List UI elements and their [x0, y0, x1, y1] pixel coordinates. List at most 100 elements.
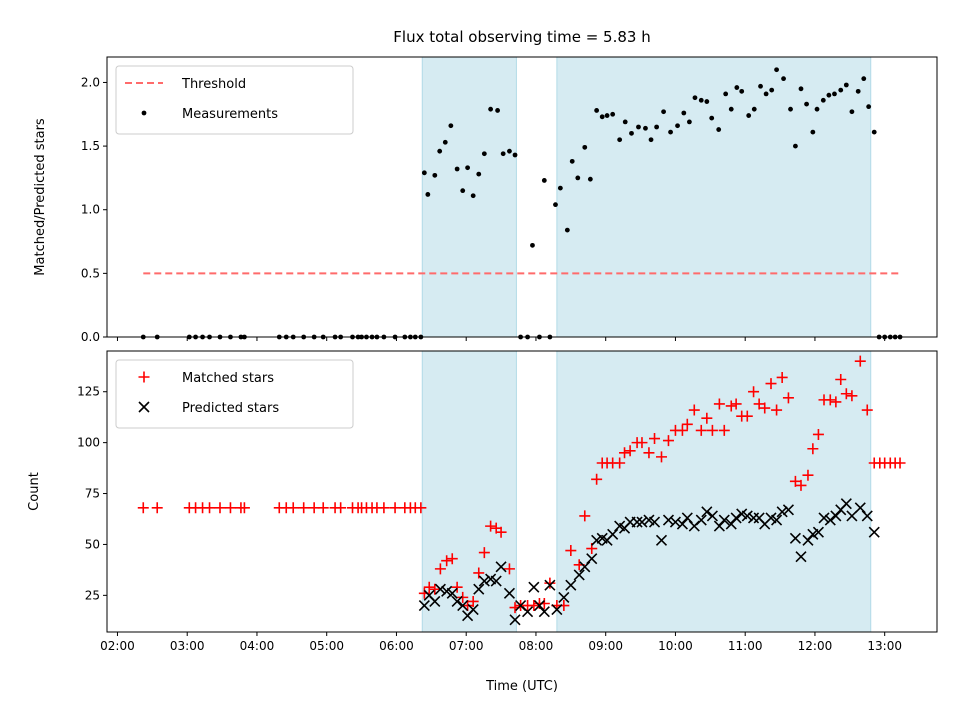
data-point-top-0-105 [861, 76, 867, 82]
data-point-top-0-65 [622, 119, 628, 125]
data-point-bottom-0-91 [782, 392, 794, 404]
legend-box-bottom [115, 359, 354, 429]
data-point-top-0-61 [599, 114, 605, 120]
legend-label-bottom-0: Matched stars [182, 371, 274, 386]
data-point-bottom-0-64 [619, 447, 631, 459]
legend-marker-bottom-0 [138, 371, 150, 383]
x-tick-label-5: 07:00 [449, 639, 484, 653]
data-point-bottom-0-79 [713, 398, 725, 410]
data-point-bottom-0-90 [776, 371, 788, 383]
data-point-top-0-64 [617, 137, 623, 143]
data-point-bottom-0-44 [495, 526, 507, 538]
data-point-bottom-0-70 [655, 451, 667, 463]
data-point-top-0-86 [751, 106, 757, 112]
y-tick-label-top-4: 2.0 [81, 75, 100, 89]
data-point-bottom-0-98 [824, 394, 836, 406]
data-point-bottom-0-34 [441, 555, 453, 567]
data-point-top-0-101 [838, 87, 844, 93]
data-point-bottom-0-86 [753, 398, 765, 410]
data-point-top-0-78 [704, 99, 710, 104]
data-point-bottom-1-27 [579, 561, 591, 573]
data-point-top-0-45 [507, 148, 512, 154]
data-point-bottom-0-82 [730, 398, 742, 410]
data-point-bottom-0-63 [614, 457, 626, 469]
data-point-bottom-0-38 [462, 600, 474, 612]
data-point-bottom-1-21 [538, 606, 550, 618]
data-point-bottom-1-26 [573, 569, 585, 581]
chart-title: Flux total observing time = 5.83 h [393, 28, 650, 46]
data-point-bottom-0-84 [741, 410, 753, 422]
data-point-top-0-83 [734, 85, 740, 90]
data-point-top-0-84 [739, 88, 745, 94]
data-point-bottom-1-19 [528, 581, 540, 593]
data-point-top-0-37 [460, 188, 466, 194]
data-point-top-0-32 [432, 172, 438, 178]
data-point-top-0-66 [629, 130, 634, 136]
data-point-bottom-0-110 [894, 457, 906, 469]
data-point-bottom-1-42 [669, 516, 682, 528]
data-point-bottom-1-64 [802, 534, 814, 546]
data-point-bottom-1-16 [509, 614, 521, 626]
data-point-bottom-1-11 [478, 575, 490, 587]
data-point-top-0-97 [814, 106, 820, 112]
data-point-bottom-0-15 [317, 502, 329, 514]
y-tick-label-top-2: 1.0 [81, 203, 100, 217]
data-point-bottom-0-78 [706, 424, 718, 436]
data-point-bottom-0-36 [451, 581, 463, 593]
x-tick-label-4: 06:00 [379, 639, 414, 653]
x-axis-label: Time (UTC) [485, 679, 558, 694]
y-tick-label-bottom-2: 75 [85, 487, 100, 501]
data-point-top-0-46 [512, 152, 518, 158]
data-point-bottom-1-59 [771, 514, 783, 526]
data-point-bottom-1-41 [662, 514, 675, 526]
legend-top: Threshold Measurements [115, 65, 354, 135]
data-point-bottom-0-96 [812, 428, 824, 440]
x-tick-label-8: 10:00 [658, 639, 693, 653]
data-point-bottom-0-39 [467, 595, 479, 607]
data-point-top-0-40 [476, 171, 482, 177]
data-point-bottom-0-32 [429, 583, 441, 595]
data-point-bottom-1-37 [636, 516, 648, 528]
data-point-bottom-0-68 [643, 447, 655, 459]
data-point-bottom-0-80 [718, 424, 730, 436]
data-point-top-0-41 [481, 151, 487, 157]
data-point-bottom-1-48 [706, 510, 718, 522]
y-tick-label-bottom-4: 125 [77, 385, 100, 399]
data-point-bottom-1-62 [789, 532, 801, 544]
observing-interval-top-0 [421, 56, 517, 338]
y-tick-label-top-0: 0.0 [81, 330, 100, 344]
legend-bottom: Matched stars Predicted stars [115, 359, 354, 429]
data-point-bottom-0-9 [238, 502, 250, 514]
data-point-top-0-99 [826, 92, 832, 98]
data-point-top-0-71 [661, 109, 666, 115]
data-point-bottom-1-24 [558, 591, 570, 603]
data-point-bottom-1-44 [681, 512, 693, 524]
data-point-top-0-70 [654, 124, 660, 130]
data-point-bottom-0-71 [662, 435, 674, 447]
data-point-bottom-0-1 [151, 502, 163, 514]
axes-frame-top [106, 56, 938, 338]
data-point-bottom-1-36 [631, 516, 643, 528]
data-point-top-0-69 [648, 137, 654, 143]
x-tick-label-3: 05:00 [309, 639, 344, 653]
panel-count: 25 50 75 100 125 02:00 03:00 04:00 05:00 06:00 07:… [27, 350, 938, 653]
data-point-bottom-0-33 [434, 563, 446, 575]
data-point-top-0-33 [437, 148, 443, 154]
data-point-bottom-1-63 [795, 551, 807, 563]
data-point-top-0-76 [692, 95, 698, 101]
data-point-top-0-42 [488, 106, 494, 112]
data-point-bottom-0-81 [725, 400, 737, 412]
data-point-bottom-1-25 [565, 579, 577, 591]
data-point-bottom-0-0 [137, 502, 149, 514]
observing-interval-top-1 [556, 56, 872, 338]
series-bottom-1 [418, 498, 880, 626]
data-point-bottom-1-10 [473, 583, 485, 595]
data-point-bottom-1-49 [713, 520, 725, 532]
panel-ratio: 0.0 0.5 1.0 1.5 2.0 Matched/Predicted stars Th… [33, 56, 938, 344]
x-tick-label-10: 12:00 [798, 639, 833, 653]
data-point-bottom-1-54 [741, 510, 753, 522]
data-point-top-0-93 [793, 143, 798, 149]
data-point-bottom-1-9 [467, 604, 479, 616]
data-point-top-0-87 [758, 83, 763, 89]
data-point-top-0-43 [495, 108, 500, 113]
